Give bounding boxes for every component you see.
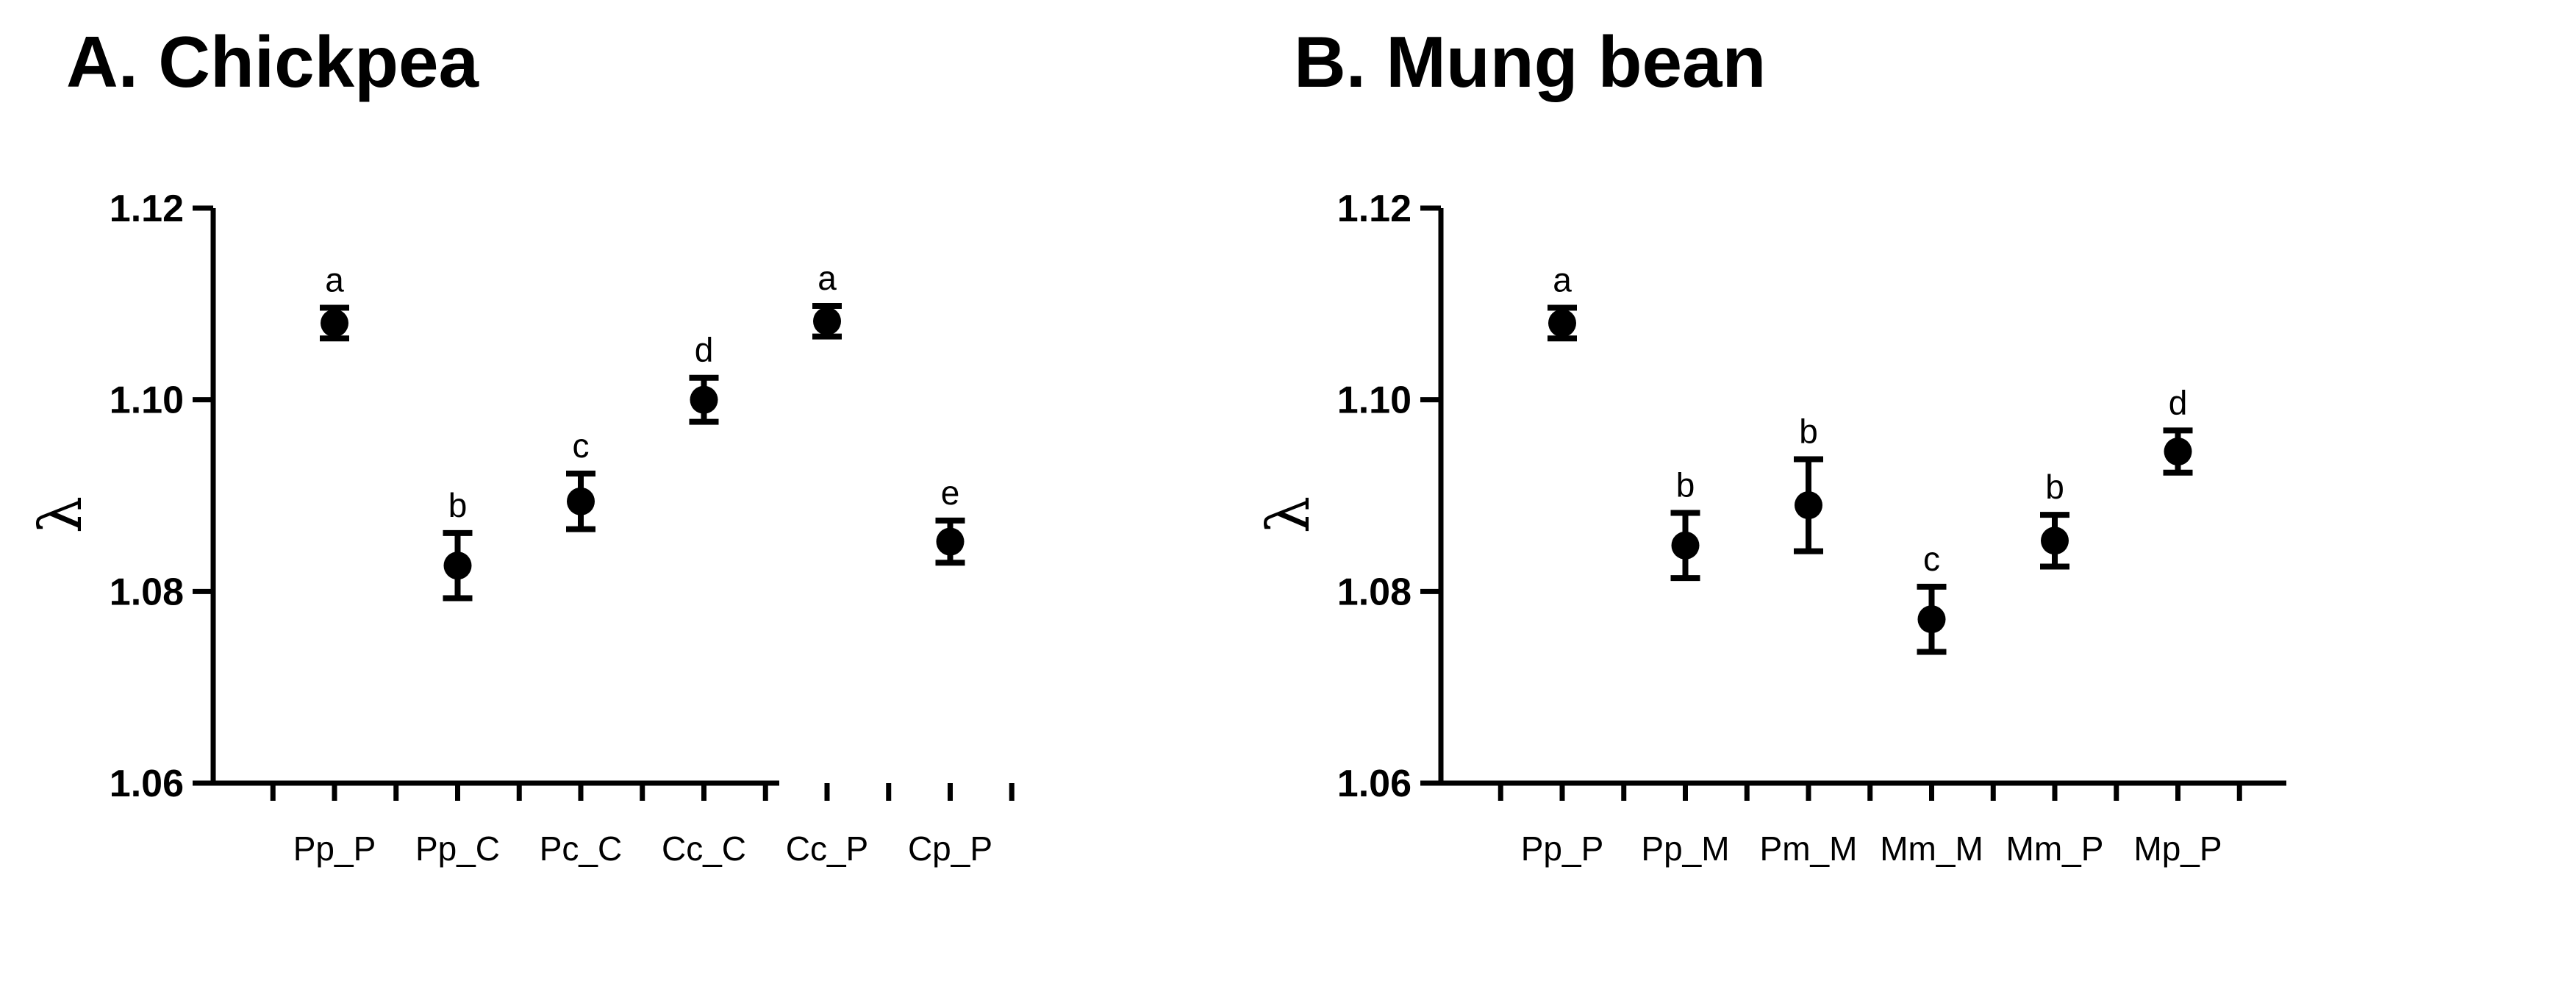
significance-letter: e (941, 474, 960, 512)
y-tick-label: 1.06 (1337, 763, 1412, 805)
significance-letter: d (695, 331, 714, 369)
data-point (690, 385, 718, 414)
x-tick-label: Mp_P (2133, 829, 2222, 868)
y-tick-label: 1.10 (110, 379, 184, 422)
significance-letter: a (325, 261, 344, 299)
y-tick-label: 1.10 (1337, 379, 1412, 422)
x-tick-label: Pc_C (540, 829, 622, 868)
y-axis-label: λ (1254, 496, 1323, 534)
x-tick-label: Pp_P (1521, 829, 1604, 868)
data-point (2041, 527, 2069, 555)
x-tick-label: Cc_P (786, 829, 868, 868)
data-point (813, 307, 841, 335)
x-tick-label: Pp_M (1641, 829, 1729, 868)
data-point (1548, 309, 1576, 338)
x-tick-label: Mm_P (2006, 829, 2104, 868)
x-tick-label: Cc_C (662, 829, 746, 868)
panel-title: A. Chickpea (66, 21, 479, 102)
significance-letter: d (2169, 383, 2188, 421)
significance-letter: a (817, 259, 837, 297)
significance-letter: b (2045, 468, 2064, 506)
significance-letter: a (1553, 261, 1572, 299)
x-tick-label: Pp_P (293, 829, 376, 868)
x-tick-label: Pp_C (415, 829, 500, 868)
significance-letter: b (448, 486, 468, 524)
significance-letter: b (1799, 412, 1818, 450)
data-point (443, 552, 472, 580)
x-tick-label: Pm_M (1760, 829, 1858, 868)
y-tick-label: 1.08 (1337, 571, 1412, 613)
data-point (1671, 531, 1700, 560)
data-point (567, 487, 595, 515)
y-tick-label: 1.08 (110, 571, 184, 613)
y-axis-label: λ (26, 496, 95, 534)
panel-mung-bean: B. Mung bean λ 1.06 1.08 1.10 1.12 Pp_P a Pp_M b P… (1254, 21, 2286, 868)
significance-letter: b (1676, 465, 1695, 504)
significance-letter: c (1923, 540, 1940, 578)
y-tick-label: 1.12 (1337, 188, 1412, 230)
panel-chickpea: A. Chickpea λ 1.06 1.08 1.10 1.12 Pp_P a Pp_C b Pc… (26, 21, 1015, 868)
y-tick-label: 1.12 (110, 188, 184, 230)
x-tick-label: Cp_P (908, 829, 992, 868)
data-point (321, 309, 348, 338)
data-point (1917, 605, 1946, 634)
y-tick-label: 1.06 (110, 763, 184, 805)
panel-title: B. Mung bean (1294, 21, 1766, 102)
x-tick-label: Mm_M (1880, 829, 1983, 868)
data-point (936, 527, 965, 556)
data-point (1795, 491, 1822, 520)
data-point (2164, 438, 2192, 466)
significance-letter: c (573, 426, 590, 465)
